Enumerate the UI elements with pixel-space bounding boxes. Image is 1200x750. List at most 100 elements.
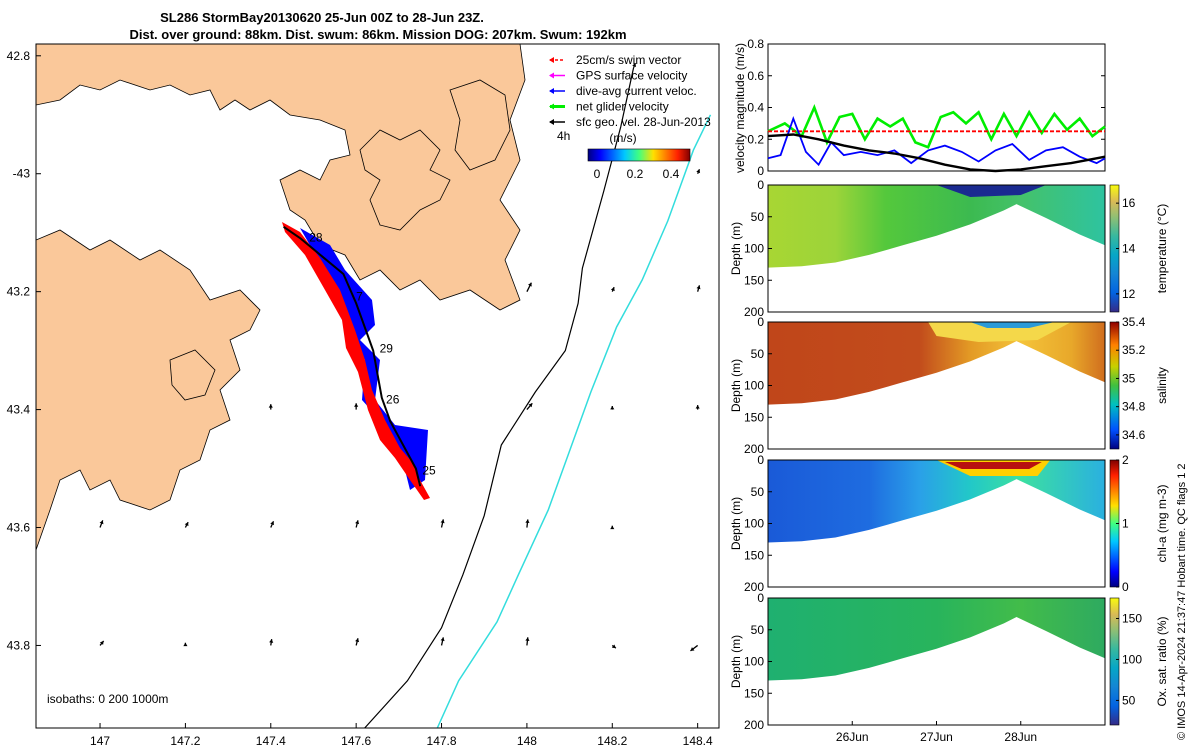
red-swim-swath xyxy=(282,222,430,500)
map-x-tick-label: 148.4 xyxy=(683,734,713,748)
colorbar-tick-0: 0 xyxy=(594,167,601,181)
section-y-tick-label: 150 xyxy=(744,273,764,287)
glider-track xyxy=(283,225,422,487)
velocity-arrow xyxy=(690,644,699,652)
section-panel: 0 50 100 150 200 Depth (m) 0 1 2 chl-a (mg m-3) xyxy=(729,453,1169,594)
velocity-series-line xyxy=(767,104,1106,149)
velocity-arrow xyxy=(440,519,445,528)
velocity-arrow xyxy=(99,640,105,646)
land-inner-peninsula xyxy=(359,129,451,231)
velocity-arrow xyxy=(526,402,533,411)
section-x-tick-label: 28Jun xyxy=(1004,730,1037,744)
section-y-tick-label: 0 xyxy=(757,453,764,467)
legend-item: dive-avg current veloc. xyxy=(549,84,697,98)
section-x-tick-label: 27Jun xyxy=(920,730,953,744)
isobaths-label: isobaths: 0 200 1000m xyxy=(47,692,168,706)
section-y-tick-label: 0 xyxy=(757,178,764,192)
surface-velocity-vectors xyxy=(99,62,701,652)
land-north xyxy=(36,44,526,311)
velocity-series-line xyxy=(767,133,1106,173)
map-x-tick-label: 147.6 xyxy=(341,734,371,748)
legend-item: 25cm/s swim vector xyxy=(549,53,681,67)
velocity-arrow xyxy=(610,286,615,292)
velocity-arrow xyxy=(632,62,637,68)
velocity-series xyxy=(767,104,1106,173)
map-content: 28 7 29 26 25 xyxy=(36,44,712,728)
isobath-1000m xyxy=(436,114,712,728)
velocity-ylabel: velocity magnitude (m/s) xyxy=(733,43,747,173)
section-y-tick-label: 0 xyxy=(757,591,764,605)
map-x-tick-label: 148 xyxy=(517,734,537,748)
land-east-peninsula xyxy=(449,79,511,171)
velocity-series-line xyxy=(767,115,1106,167)
velocity-arrow xyxy=(525,637,530,646)
section-field xyxy=(768,185,1105,268)
section-field xyxy=(768,322,1105,405)
svg-text:25cm/s swim vector: 25cm/s swim vector xyxy=(576,53,681,67)
section-panel: 0 50 100 150 200 Depth (m) 34.6 34.8 35 35.2 35.4 s… xyxy=(729,315,1169,456)
section-colorbar xyxy=(1109,597,1120,726)
section-y-tick-label: 200 xyxy=(744,305,764,319)
colorbar-tick-label: 150 xyxy=(1122,611,1142,625)
map-y-tick-label: -43 xyxy=(13,167,31,181)
land-south-tip xyxy=(169,349,216,401)
velocity-y-tick-label: 0 xyxy=(757,164,764,178)
velocity-arrow xyxy=(269,639,274,646)
velocity-y-ticks: 0 0.2 0.4 0.6 0.8 xyxy=(747,37,1105,178)
svg-text:GPS surface velocity: GPS surface velocity xyxy=(576,69,687,83)
velocity-arrow xyxy=(610,525,615,530)
low-salinity-surface xyxy=(970,322,1055,328)
section-ylabel: Depth (m) xyxy=(729,497,743,550)
section-y-tick-label: 50 xyxy=(751,347,765,361)
section-panel: 0 50 100 150 200 Depth (m) 12 14 16 temperature (… xyxy=(729,178,1169,319)
day-label: 28 xyxy=(309,231,323,245)
velocity-arrow xyxy=(355,638,360,646)
velocity-arrow xyxy=(695,405,700,410)
velocity-arrow xyxy=(355,520,360,528)
section-y-tick-label: 200 xyxy=(744,442,764,456)
map-y-tick-label: 43.2 xyxy=(7,285,31,299)
map-y-tick-label: 42.8 xyxy=(7,49,31,63)
map-x-tick-label: 147.4 xyxy=(256,734,286,748)
land-west-bruny xyxy=(36,229,261,551)
velocity-arrow xyxy=(183,642,188,647)
map-y-tick-label: 43.4 xyxy=(7,403,31,417)
section-y-tick-label: 50 xyxy=(751,485,765,499)
map-x-tick-label: 148.2 xyxy=(597,734,627,748)
velocity-frame xyxy=(767,43,1106,172)
section-y-tick-label: 150 xyxy=(744,686,764,700)
legend-item: GPS surface velocity xyxy=(549,69,687,83)
isobath-200m xyxy=(364,67,635,728)
velocity-arrow xyxy=(270,520,275,528)
svg-text:net glider velocity: net glider velocity xyxy=(576,100,669,114)
velocity-panel: 0 0.2 0.4 0.6 0.8 velocity magnitude (m/s) xyxy=(733,37,1106,178)
map-y-tick-label: 43.8 xyxy=(7,638,31,652)
velocity-y-tick-label: 0.4 xyxy=(747,101,764,115)
title-line-1: SL286 StormBay20130620 25-Jun 00Z to 28-… xyxy=(160,10,484,25)
section-y-tick-label: 0 xyxy=(757,315,764,329)
map-x-ticks: 147 147.2 147.4 147.6 147.8 148 148.2 148.4 xyxy=(90,723,713,748)
colorbar-tick-label: 34.8 xyxy=(1122,400,1146,414)
velocity-arrow xyxy=(696,285,701,292)
colorbar-label: Ox. sat. ratio (%) xyxy=(1155,616,1169,706)
velocity-arrow xyxy=(526,282,532,292)
section-y-tick-label: 100 xyxy=(744,242,764,256)
colorbar-tick-label: 35.4 xyxy=(1122,315,1146,329)
velocity-arrow xyxy=(696,168,701,174)
section-y-tick-label: 50 xyxy=(751,623,765,637)
velocity-arrow xyxy=(268,404,273,410)
footer-credit: © IMOS 14-Apr-2024 21:37:47 Hobart time.… xyxy=(1176,463,1188,740)
day-label: 25 xyxy=(422,463,436,477)
day-label: 7 xyxy=(356,290,363,304)
chl-maximum xyxy=(944,462,1042,469)
section-y-tick-label: 100 xyxy=(744,379,764,393)
legend-scale-label: 4h xyxy=(557,129,570,143)
svg-text:dive-avg current veloc.: dive-avg current veloc. xyxy=(576,84,697,98)
fresh-surface-layer xyxy=(928,322,1072,342)
colorbar-tick-label: 50 xyxy=(1122,693,1136,707)
section-ylabel: Depth (m) xyxy=(729,222,743,275)
section-panel: 0 50 100 150 200 Depth (m) 50 100 150 Ox. sat. ra… xyxy=(729,591,1169,744)
velocity-arrow xyxy=(354,403,359,410)
colorbar-tick-label: 100 xyxy=(1122,652,1142,666)
